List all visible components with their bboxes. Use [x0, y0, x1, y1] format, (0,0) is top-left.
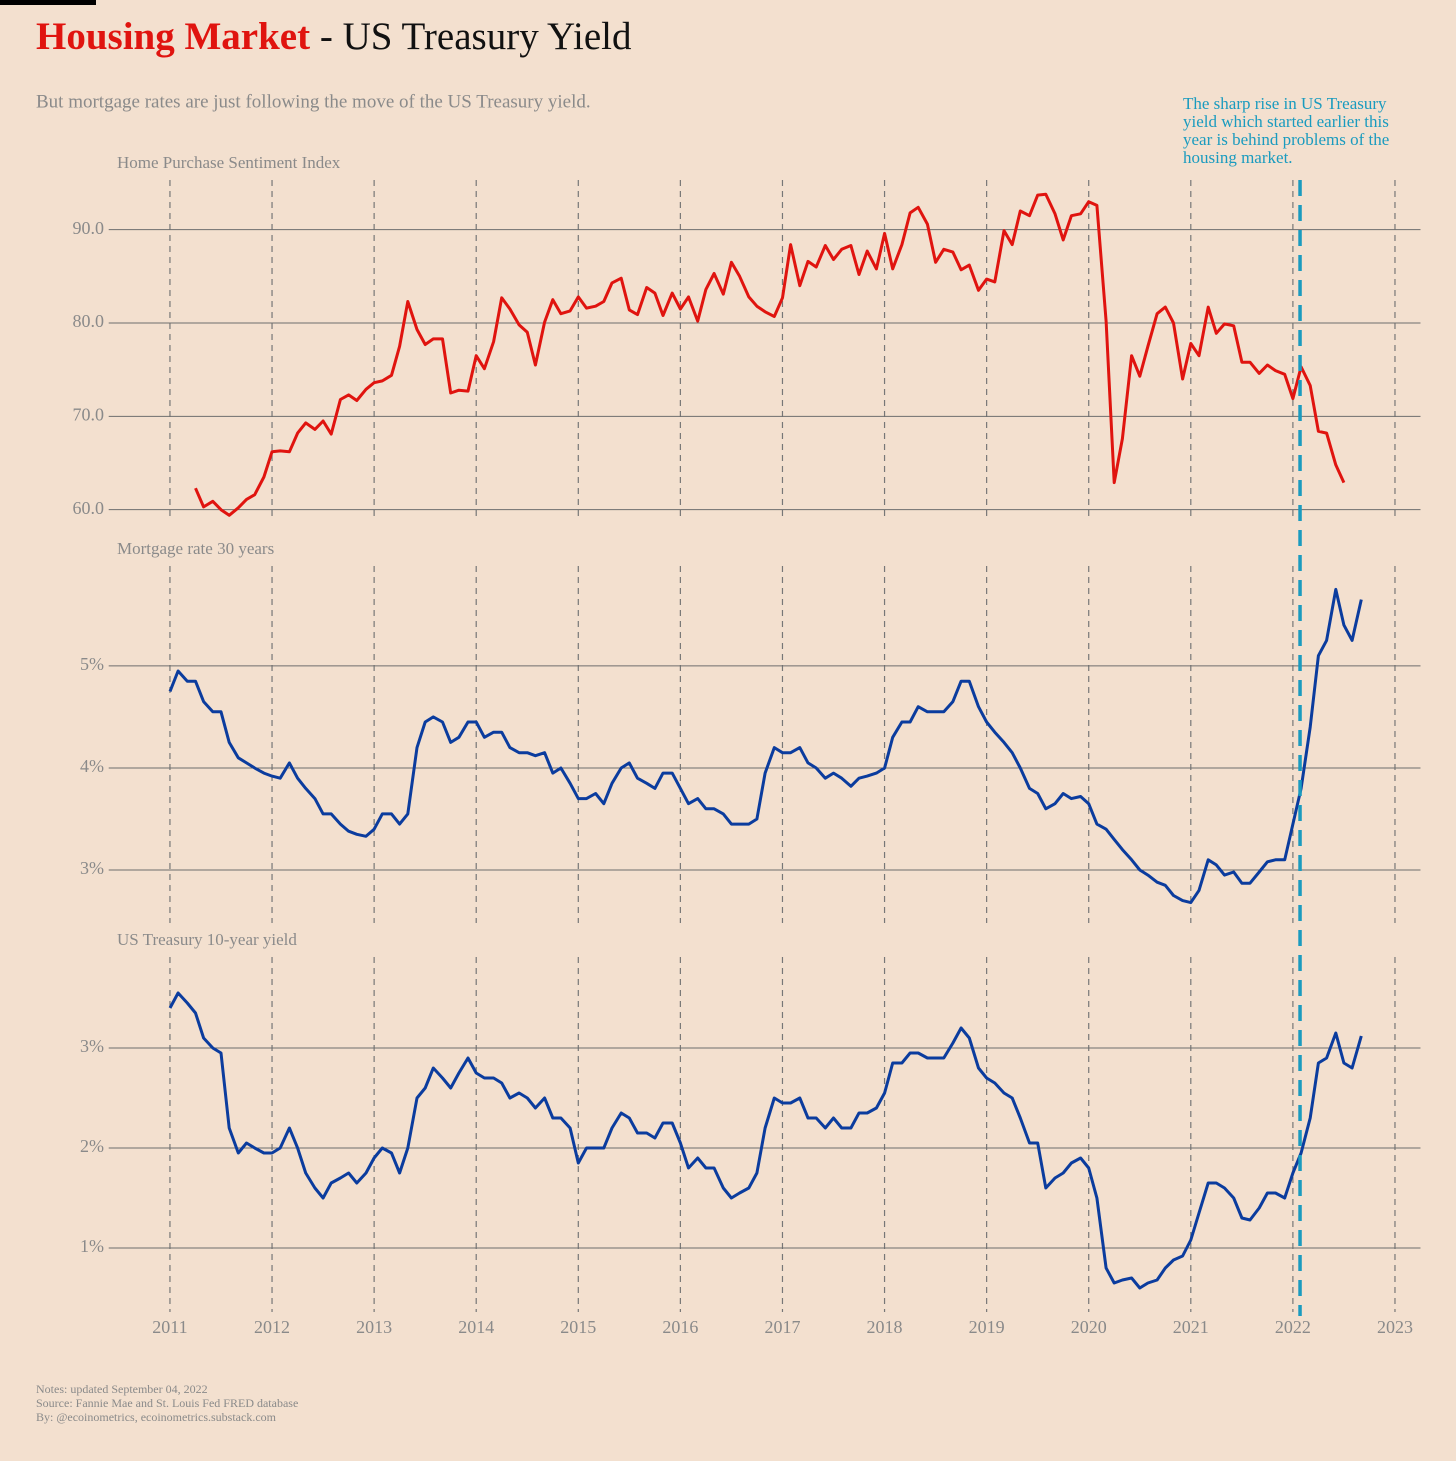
chart-title: Housing Market - US Treasury Yield [36, 15, 632, 58]
panel-title: US Treasury 10-year yield [117, 930, 297, 949]
x-tick-label: 2019 [969, 1317, 1005, 1337]
panel-title: Home Purchase Sentiment Index [117, 153, 341, 172]
y-tick-label: 90.0 [73, 218, 105, 238]
y-tick-label: 3% [80, 858, 104, 878]
x-tick-label: 2020 [1071, 1317, 1107, 1337]
x-tick-label: 2011 [152, 1317, 187, 1337]
annotation-text: year is behind problems of the [1183, 130, 1389, 149]
note: Source: Fannie Mae and St. Louis Fed FRE… [36, 1396, 298, 1410]
y-tick-label: 80.0 [73, 311, 105, 331]
x-tick-label: 2016 [662, 1317, 698, 1337]
title-highlight: Housing Market [36, 15, 310, 58]
x-tick-label: 2018 [867, 1317, 903, 1337]
x-tick-label: 2013 [356, 1317, 392, 1337]
x-tick-label: 2012 [254, 1317, 290, 1337]
y-tick-label: 70.0 [73, 404, 105, 424]
y-tick-label: 2% [80, 1136, 104, 1156]
data-line [168, 587, 1363, 905]
annotation-text: housing market. [1183, 148, 1293, 167]
subtitle: But mortgage rates are just following th… [36, 91, 591, 112]
x-tick-label: 2015 [560, 1317, 596, 1337]
panel-title: Mortgage rate 30 years [117, 539, 274, 558]
note: By: @ecoinometrics, ecoinometrics.substa… [36, 1410, 277, 1424]
note: Notes: updated September 04, 2022 [36, 1382, 208, 1396]
top-bar [0, 0, 96, 5]
title-rest: - US Treasury Yield [310, 15, 632, 58]
y-tick-label: 1% [80, 1236, 104, 1256]
x-tick-label: 2022 [1275, 1317, 1311, 1337]
annotation-text: yield which started earlier this [1183, 112, 1389, 131]
x-tick-label: 2014 [458, 1317, 494, 1337]
y-tick-label: 5% [80, 654, 104, 674]
y-tick-label: 4% [80, 756, 104, 776]
y-tick-label: 3% [80, 1036, 104, 1056]
x-tick-label: 2021 [1173, 1317, 1209, 1337]
y-tick-label: 60.0 [73, 498, 105, 518]
annotation-text: The sharp rise in US Treasury [1183, 94, 1387, 113]
data-line [168, 991, 1363, 1290]
x-tick-label: 2017 [764, 1317, 800, 1337]
data-line [194, 192, 1346, 517]
x-tick-label: 2023 [1377, 1317, 1413, 1337]
